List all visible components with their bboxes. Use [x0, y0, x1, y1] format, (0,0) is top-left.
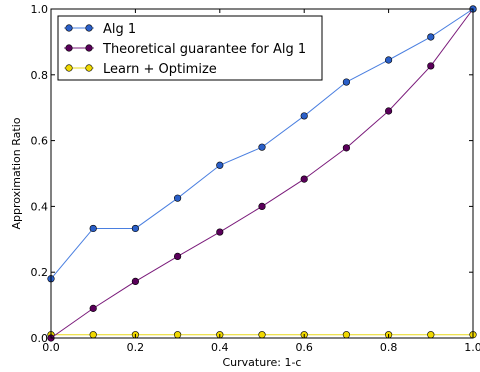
data-point: [174, 252, 182, 261]
data-point: [216, 228, 224, 236]
data-point: [131, 224, 139, 233]
data-point: [131, 277, 139, 286]
data-point: [258, 202, 266, 210]
data-point: [427, 33, 435, 41]
y-axis-label: Approximation Ratio: [10, 117, 23, 229]
data-point: [300, 175, 308, 183]
data-point: [89, 224, 97, 233]
x-axis-label: Curvature: 1-c: [223, 356, 302, 369]
legend-entry: Alg 1: [64, 22, 136, 37]
legend-label: Alg 1: [103, 22, 136, 37]
axis-ticks: 0.0 0.2 0.4 0.6 0.8 1.0 0.0 0.2 0.4 0.6 0.8 1.0: [31, 3, 480, 354]
legend-marker: [85, 24, 93, 32]
x-tick-label: 0.0: [42, 341, 60, 354]
x-tick-label: 0.4: [211, 341, 229, 354]
x-tick-label: 0.8: [380, 341, 398, 354]
data-point: [89, 331, 97, 339]
series-layer: [47, 5, 477, 342]
x-tick-label: 0.2: [127, 341, 145, 354]
legend-marker: [85, 44, 93, 52]
x-tick-label: 1.0: [464, 341, 480, 354]
legend-marker: [65, 44, 73, 52]
data-point: [385, 56, 393, 64]
legend-entry: Learn + Optimize: [64, 62, 217, 77]
data-point: [342, 144, 351, 152]
x-tick-label: 0.6: [295, 341, 313, 354]
data-point: [258, 331, 266, 339]
legend-marker: [65, 24, 73, 32]
legend-marker: [85, 64, 93, 72]
y-tick-label: 0.6: [31, 135, 49, 148]
plot-frame: [50, 8, 474, 339]
y-tick-label: 0.8: [31, 69, 49, 82]
data-point: [89, 304, 97, 312]
data-point: [174, 331, 182, 339]
data-point: [427, 62, 435, 70]
series-2: [47, 331, 477, 339]
data-point: [342, 331, 351, 339]
series-1: [47, 5, 477, 342]
legend-marker: [65, 64, 73, 72]
y-tick-label: 0.4: [31, 200, 49, 213]
data-point: [427, 331, 435, 339]
data-point: [385, 107, 393, 115]
data-point: [300, 112, 308, 120]
y-tick-label: 0.0: [31, 332, 49, 345]
data-point: [216, 161, 224, 169]
series-0: [47, 5, 477, 283]
legend-label: Learn + Optimize: [103, 62, 217, 77]
data-point: [174, 194, 182, 202]
data-point: [342, 78, 351, 86]
legend-label: Theoretical guarantee for Alg 1: [102, 42, 306, 57]
legend-entry: Theoretical guarantee for Alg 1: [64, 42, 306, 57]
legend: Alg 1 Theoretical guarantee for Alg 1 Lear…: [57, 15, 323, 81]
y-tick-label: 0.2: [31, 266, 49, 279]
data-point: [258, 143, 266, 151]
legend-box: [57, 15, 323, 81]
y-tick-label: 1.0: [31, 3, 49, 16]
